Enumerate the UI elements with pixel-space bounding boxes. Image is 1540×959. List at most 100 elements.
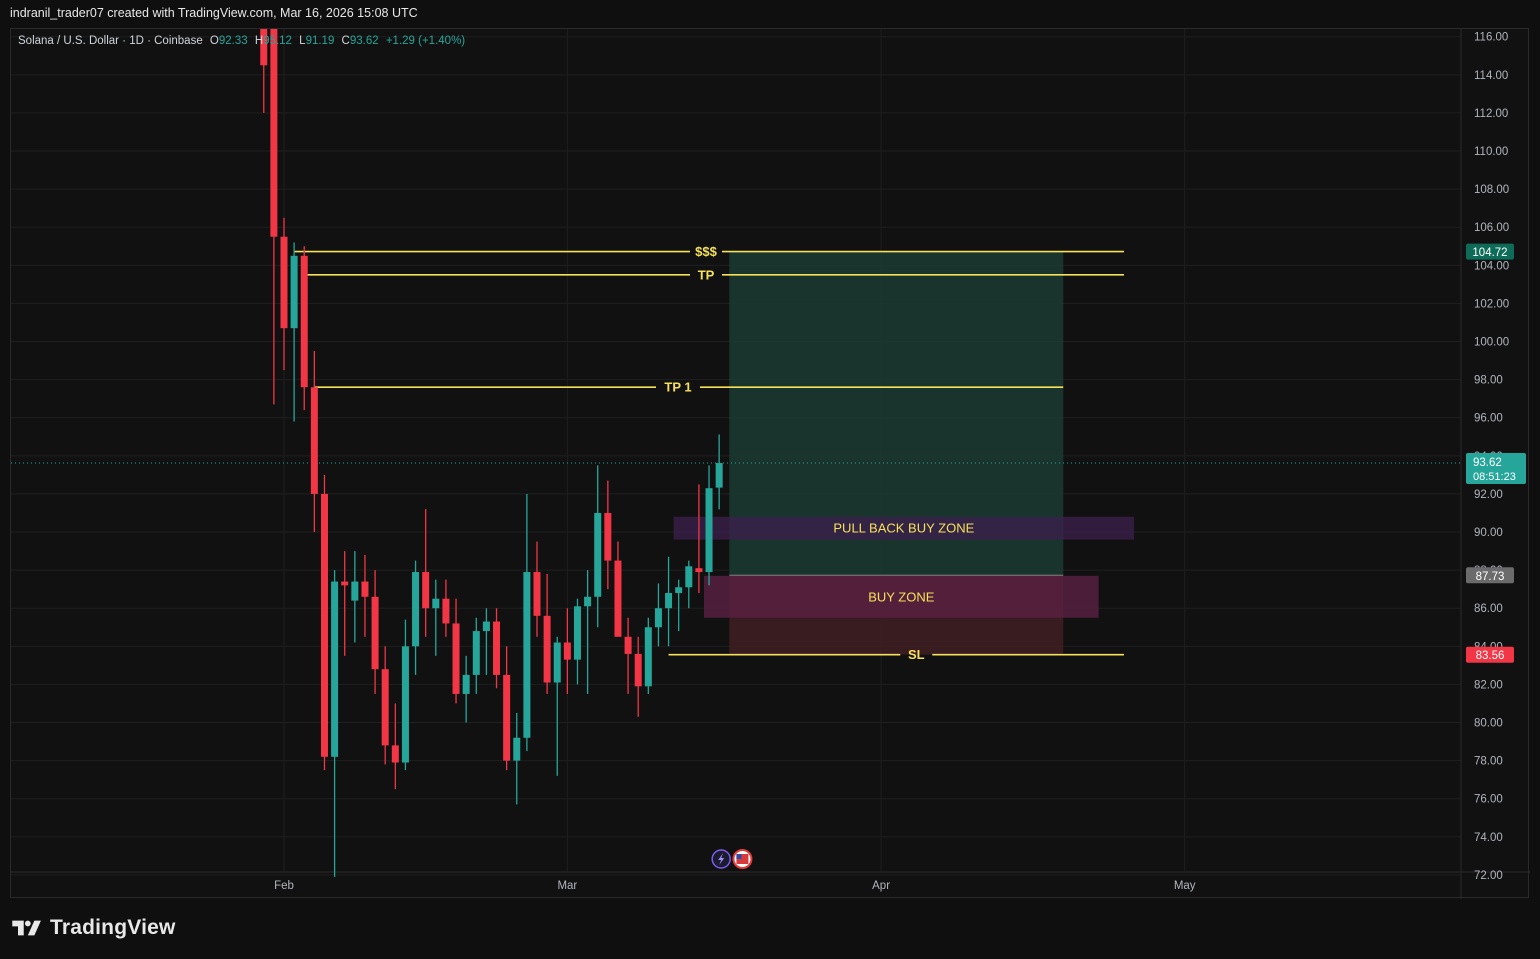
legend-open-value: 92.33 xyxy=(218,35,248,47)
candle-body xyxy=(391,745,399,763)
price-badge xyxy=(1466,567,1514,584)
y-tick-label: 112.00 xyxy=(1474,108,1508,120)
price-chart[interactable]: PULL BACK BUY ZONE BUY ZONE $$$ TP TP 1 SL 116… xyxy=(11,29,1530,899)
candle-body xyxy=(412,572,420,647)
candle-body xyxy=(442,598,450,624)
y-tick-label: 92.00 xyxy=(1474,489,1503,501)
candle-body xyxy=(270,29,278,237)
legend-low-value: 91.19 xyxy=(305,35,335,47)
candle-body xyxy=(634,653,642,687)
y-tick-label: 98.00 xyxy=(1474,375,1503,387)
tradingview-logo-icon xyxy=(12,920,41,936)
candle-body xyxy=(543,615,551,683)
y-tick-label: 108.00 xyxy=(1474,184,1509,196)
y-tick-label: 72.00 xyxy=(1474,870,1503,882)
tradingview-logo[interactable]: TradingView xyxy=(12,916,176,940)
candle-body xyxy=(563,642,571,660)
y-tick-label: 106.00 xyxy=(1474,222,1509,234)
candle-body xyxy=(472,631,480,675)
price-badge-label: 83.56 xyxy=(1476,650,1505,662)
y-tick-label: 116.00 xyxy=(1474,32,1508,44)
y-tick-label: 78.00 xyxy=(1474,756,1503,768)
level-label: SL xyxy=(908,647,925,662)
y-tick-label: 100.00 xyxy=(1474,337,1509,349)
last-price-label: 93.62 xyxy=(1473,457,1502,469)
candle-body xyxy=(351,581,359,601)
price-badge xyxy=(1466,243,1514,260)
candle-body xyxy=(573,606,581,660)
candle-body xyxy=(665,592,673,609)
candle-body xyxy=(290,255,298,329)
candle-body xyxy=(553,642,561,683)
candle-body xyxy=(371,596,379,670)
candle-body xyxy=(361,581,369,597)
price-badge-label: 104.72 xyxy=(1472,247,1507,259)
legend-close-value: 93.62 xyxy=(349,35,379,47)
legend-close-label: C xyxy=(341,35,350,47)
countdown-label: 08:51:23 xyxy=(1473,471,1516,483)
y-tick-label: 104.00 xyxy=(1474,260,1509,272)
candle-body xyxy=(300,255,308,388)
candle-body xyxy=(523,572,531,738)
candle-body xyxy=(604,512,612,561)
price-badge-label: 87.73 xyxy=(1476,571,1505,583)
zone-rect xyxy=(673,516,1135,540)
candle-body xyxy=(584,596,592,607)
last-price-badge xyxy=(1466,453,1526,485)
candle-body xyxy=(715,463,723,488)
legend-low-label: L xyxy=(299,35,306,47)
candle-body xyxy=(685,566,693,588)
candle-body xyxy=(614,560,622,637)
candle-body xyxy=(280,236,288,329)
candle-body xyxy=(695,568,703,573)
y-tick-label: 82.00 xyxy=(1474,679,1503,691)
x-tick-label: May xyxy=(1174,880,1196,892)
zone-rect xyxy=(703,575,1099,618)
candle-body xyxy=(401,646,409,763)
candle-body xyxy=(341,581,349,586)
zone-label: BUY ZONE xyxy=(868,589,935,604)
candle-body xyxy=(422,572,430,609)
y-tick-label: 74.00 xyxy=(1474,832,1503,844)
candle-body xyxy=(320,493,328,757)
lightning-bolt xyxy=(718,853,725,865)
y-tick-label: 76.00 xyxy=(1474,794,1503,806)
level-label: TP 1 xyxy=(664,380,691,395)
candle-body xyxy=(594,512,602,597)
legend-high-label: H xyxy=(254,35,264,47)
legend-high-value: 95.12 xyxy=(263,35,292,47)
chart-pane[interactable]: PULL BACK BUY ZONE BUY ZONE $$$ TP TP 1 SL 116… xyxy=(10,28,1530,899)
legend-symbol: Solana / U.S. Dollar · 1D · Coinbase xyxy=(18,35,203,47)
candle-body xyxy=(331,581,339,757)
candle-body xyxy=(503,674,511,761)
legend-change: +1.29 (+1.40%) xyxy=(385,35,466,47)
y-tick-label: 114.00 xyxy=(1474,70,1508,82)
candle-body xyxy=(260,29,268,66)
level-label: $$$ xyxy=(695,244,717,259)
y-tick-label: 90.00 xyxy=(1474,527,1503,539)
tradingview-brand: TradingView xyxy=(50,916,176,939)
chart-caption: indranil_trader07 created with TradingVi… xyxy=(10,6,418,20)
candle-body xyxy=(493,621,501,675)
y-tick-label: 86.00 xyxy=(1474,603,1503,615)
y-tick-label: 96.00 xyxy=(1474,413,1503,425)
candle-body xyxy=(533,572,541,616)
candle-body xyxy=(675,587,683,593)
candle-body xyxy=(482,621,490,632)
flag-canton xyxy=(736,854,742,859)
candle-body xyxy=(705,488,713,573)
zone-label: PULL BACK BUY ZONE xyxy=(833,521,974,536)
candle-body xyxy=(381,669,389,746)
candle-body xyxy=(452,623,460,694)
legend-open-label: O xyxy=(209,35,219,47)
flag-stripes xyxy=(736,854,749,864)
price-badge xyxy=(1466,646,1514,663)
y-tick-label: 80.00 xyxy=(1474,718,1503,730)
x-tick-label: Feb xyxy=(274,880,294,892)
candle-body xyxy=(513,737,521,761)
y-tick-label: 102.00 xyxy=(1474,298,1509,310)
level-label: TP xyxy=(698,267,715,282)
candle-body xyxy=(310,387,318,494)
y-tick-label: 110.00 xyxy=(1474,146,1508,158)
candle-body xyxy=(654,608,662,628)
